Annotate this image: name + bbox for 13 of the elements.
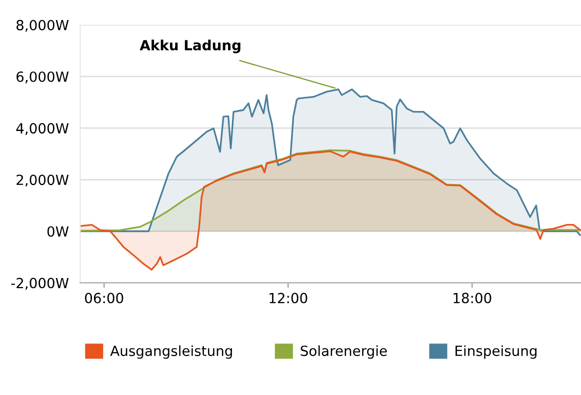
y-tick-label: 8,000W [16,20,69,32]
annotation: Akku Ladung [140,40,240,54]
legend-label: Solarenergie [300,345,387,359]
x-tick-label: 18:00 [454,292,492,304]
y-tick-label: 2,000W [16,174,69,187]
legend-label: Einspeisung [456,345,536,359]
legend-label: Ausgangsleistung [110,345,232,359]
y-tick-label: 0W [47,226,69,237]
x-tick-label: 12:00 [270,292,308,304]
x-tick-label: 06:00 [85,292,124,304]
y-tick-label: -2,000W [11,278,69,290]
y-tick-label: 6,000W [16,71,69,84]
y-tick-label: 4,000W [16,123,69,135]
